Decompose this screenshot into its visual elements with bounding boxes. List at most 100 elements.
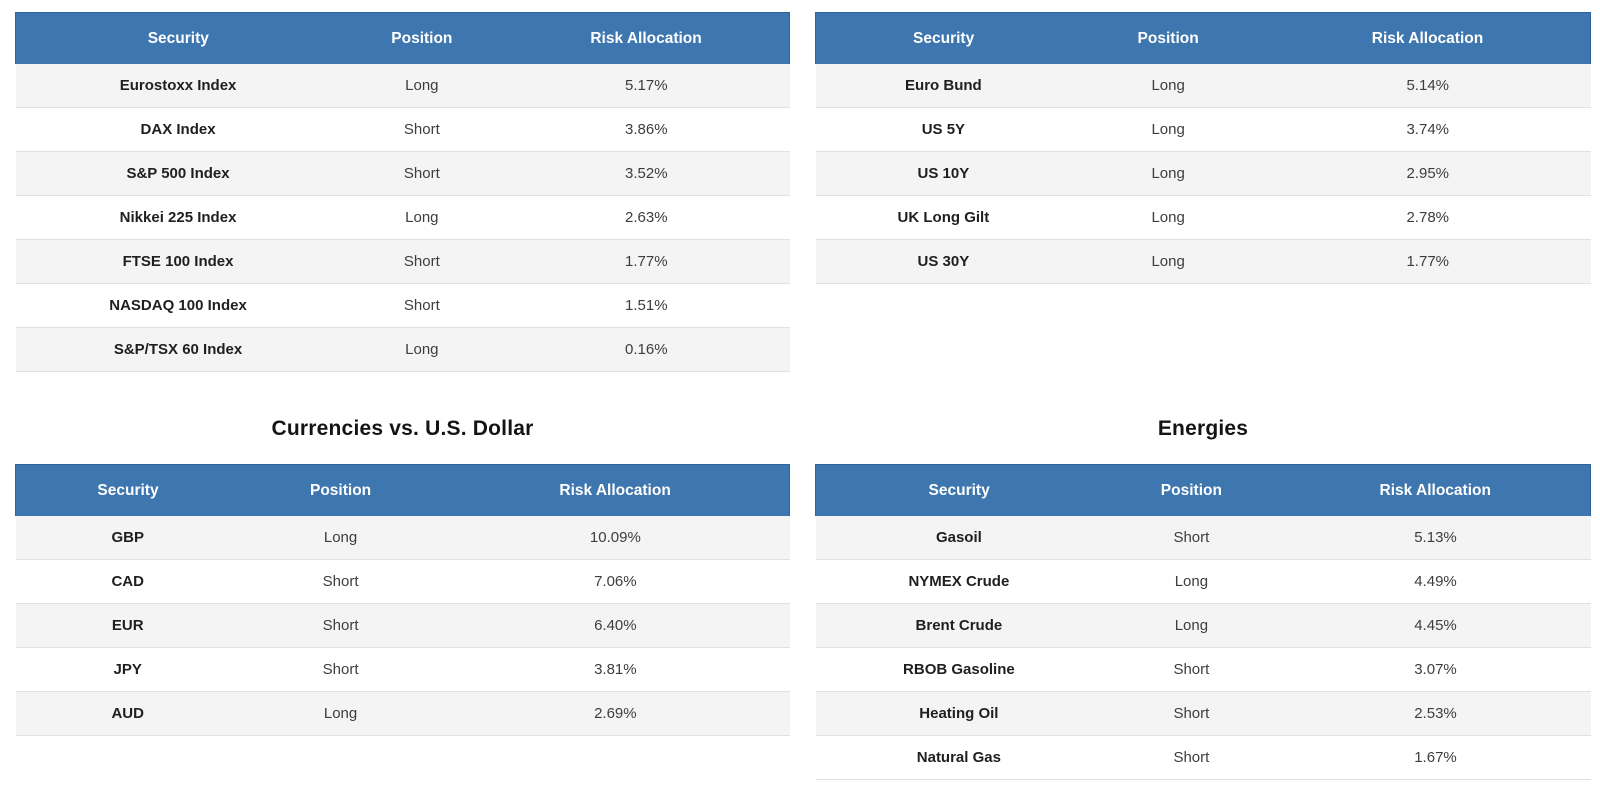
- column-header: Risk Allocation: [441, 464, 791, 516]
- risk-allocation-cell: 2.53%: [1280, 691, 1591, 736]
- risk-allocation-cell: 0.16%: [503, 327, 790, 372]
- security-cell: CAD: [15, 559, 240, 604]
- table-row: RBOB Gasoline Short 3.07%: [815, 647, 1591, 692]
- position-cell: Short: [239, 647, 442, 692]
- risk-allocation-cell: 5.13%: [1280, 516, 1591, 560]
- table-row: Gasoil Short 5.13%: [815, 516, 1591, 560]
- position-cell: Short: [340, 151, 504, 196]
- position-cell: Long: [1102, 603, 1281, 648]
- header-row: Security Position Risk Allocation: [14, 464, 791, 516]
- column-header: Risk Allocation: [503, 12, 791, 64]
- security-cell: AUD: [15, 691, 240, 736]
- energies-table: Security Position Risk Allocation Gasoil Sho…: [815, 464, 1591, 780]
- risk-allocation-cell: 2.78%: [1265, 195, 1591, 240]
- security-cell: Euro Bund: [815, 64, 1072, 108]
- risk-allocation-cell: 3.52%: [503, 151, 790, 196]
- security-cell: S&P 500 Index: [15, 151, 341, 196]
- position-cell: Long: [340, 64, 504, 108]
- column-header: Security: [14, 464, 240, 516]
- position-cell: Short: [340, 239, 504, 284]
- table-row: S&P/TSX 60 Index Long 0.16%: [15, 327, 790, 372]
- security-cell: US 10Y: [815, 151, 1072, 196]
- currencies-title: Currencies vs. U.S. Dollar: [271, 417, 534, 440]
- risk-allocation-cell: 10.09%: [441, 516, 790, 560]
- table-top-right-section: Security Position Risk Allocation Euro Bund…: [815, 12, 1591, 284]
- security-cell: Nikkei 225 Index: [15, 195, 341, 240]
- risk-allocation-cell: 1.51%: [503, 283, 790, 328]
- position-cell: Long: [1071, 195, 1265, 240]
- column-header: Position: [340, 12, 504, 64]
- table-top-left: Security Position Risk Allocation Eurostoxx…: [14, 12, 791, 372]
- position-cell: Long: [1071, 239, 1265, 284]
- column-header: Risk Allocation: [1265, 12, 1591, 64]
- security-cell: Gasoil: [815, 516, 1103, 560]
- position-cell: Long: [239, 516, 442, 560]
- table-row: NASDAQ 100 Index Short 1.51%: [15, 283, 790, 328]
- table-row: JPY Short 3.81%: [15, 647, 790, 692]
- risk-allocation-cell: 1.67%: [1280, 735, 1591, 780]
- table-row: FTSE 100 Index Short 1.77%: [15, 239, 790, 284]
- security-cell: Brent Crude: [815, 603, 1103, 648]
- column-header: Position: [1071, 12, 1265, 64]
- security-cell: US 30Y: [815, 239, 1072, 284]
- table-row: Brent Crude Long 4.45%: [815, 603, 1591, 648]
- security-cell: Natural Gas: [815, 735, 1103, 780]
- security-cell: GBP: [15, 516, 240, 560]
- table-row: US 30Y Long 1.77%: [815, 239, 1591, 284]
- currencies-section: Currencies vs. U.S. Dollar Security Posit…: [14, 410, 791, 736]
- security-cell: FTSE 100 Index: [15, 239, 341, 284]
- risk-allocation-cell: 2.63%: [503, 195, 790, 240]
- position-cell: Short: [340, 283, 504, 328]
- risk-allocation-cell: 2.69%: [441, 691, 790, 736]
- risk-allocation-cell: 3.86%: [503, 107, 790, 152]
- currencies-table: Security Position Risk Allocation GBP Long 10…: [14, 464, 791, 736]
- position-cell: Short: [239, 603, 442, 648]
- header-row: Security Position Risk Allocation: [815, 464, 1591, 516]
- security-cell: UK Long Gilt: [815, 195, 1072, 240]
- column-header: Position: [1102, 464, 1281, 516]
- security-cell: Eurostoxx Index: [15, 64, 341, 108]
- column-header: Position: [239, 464, 442, 516]
- risk-allocation-cell: 6.40%: [441, 603, 790, 648]
- position-cell: Long: [1071, 107, 1265, 152]
- column-header: Security: [815, 464, 1103, 516]
- table-row: DAX Index Short 3.86%: [15, 107, 790, 152]
- risk-allocation-cell: 7.06%: [441, 559, 790, 604]
- security-cell: NYMEX Crude: [815, 559, 1103, 604]
- position-cell: Long: [239, 691, 442, 736]
- security-cell: US 5Y: [815, 107, 1072, 152]
- table-row: AUD Long 2.69%: [15, 691, 790, 736]
- table-row: Nikkei 225 Index Long 2.63%: [15, 195, 790, 240]
- table-row: S&P 500 Index Short 3.52%: [15, 151, 790, 196]
- risk-allocation-cell: 5.14%: [1265, 64, 1591, 108]
- security-cell: RBOB Gasoline: [815, 647, 1103, 692]
- position-cell: Long: [1102, 559, 1281, 604]
- column-header: Risk Allocation: [1280, 464, 1591, 516]
- position-cell: Long: [340, 195, 504, 240]
- energies-section: Energies Security Position Risk Allocation…: [815, 410, 1591, 780]
- table-row: Heating Oil Short 2.53%: [815, 691, 1591, 736]
- position-cell: Short: [1102, 647, 1281, 692]
- position-cell: Long: [1071, 64, 1265, 108]
- risk-allocation-cell: 5.17%: [503, 64, 790, 108]
- table-row: Eurostoxx Index Long 5.17%: [15, 64, 790, 108]
- position-cell: Short: [1102, 516, 1281, 560]
- security-cell: DAX Index: [15, 107, 341, 152]
- table-top-right: Security Position Risk Allocation Euro Bund…: [815, 12, 1591, 284]
- table-row: US 5Y Long 3.74%: [815, 107, 1591, 152]
- table-row: GBP Long 10.09%: [15, 516, 790, 560]
- table-row: CAD Short 7.06%: [15, 559, 790, 604]
- position-cell: Short: [1102, 735, 1281, 780]
- header-row: Security Position Risk Allocation: [14, 12, 791, 64]
- security-cell: S&P/TSX 60 Index: [15, 327, 341, 372]
- risk-allocation-cell: 3.07%: [1280, 647, 1591, 692]
- table-row: Euro Bund Long 5.14%: [815, 64, 1591, 108]
- security-cell: EUR: [15, 603, 240, 648]
- position-cell: Long: [1071, 151, 1265, 196]
- risk-allocation-cell: 4.45%: [1280, 603, 1591, 648]
- energies-title: Energies: [1157, 417, 1249, 440]
- column-header: Security: [815, 12, 1072, 64]
- position-cell: Short: [239, 559, 442, 604]
- risk-allocation-cell: 3.74%: [1265, 107, 1591, 152]
